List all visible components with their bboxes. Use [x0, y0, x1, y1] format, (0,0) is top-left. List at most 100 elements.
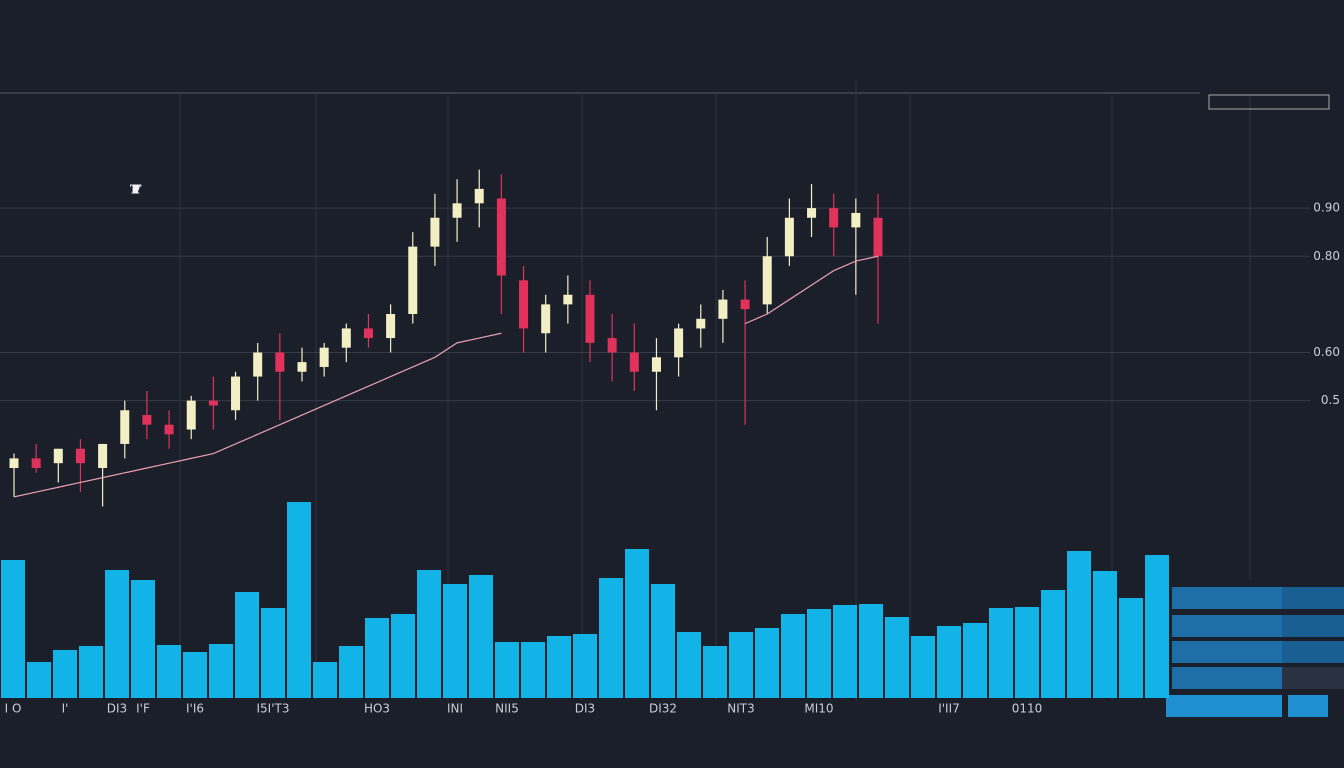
- candle-body: [629, 352, 639, 372]
- x-tick-label: NII5: [495, 702, 519, 716]
- candle-body: [53, 448, 63, 464]
- candle-body: [31, 458, 41, 468]
- volume-bar: [105, 570, 129, 698]
- candle-body: [164, 424, 174, 435]
- x-tick-label: DI32: [649, 702, 677, 716]
- candle-body: [208, 400, 218, 406]
- x-tick-label: I': [62, 702, 69, 716]
- candle-body: [651, 357, 661, 372]
- candle-body: [430, 217, 440, 247]
- candle-body: [474, 188, 484, 204]
- candle-body: [563, 294, 573, 305]
- candle-body: [9, 458, 19, 468]
- candle-body: [496, 198, 506, 276]
- volume-bar: [1015, 607, 1039, 698]
- volume-bar: [703, 646, 727, 698]
- volume-bar: [859, 604, 883, 698]
- x-tick-label: MI10: [804, 702, 833, 716]
- volume-bar: [885, 617, 909, 698]
- volume-bar: [1119, 598, 1143, 698]
- volume-bar: [1, 560, 25, 698]
- x-tick-label: INI: [447, 702, 463, 716]
- candle-body: [408, 246, 418, 314]
- candle-body: [784, 217, 794, 257]
- x-tick-label: I'I6: [186, 702, 204, 716]
- volume-bar: [209, 644, 233, 698]
- vertical-grid: [179, 80, 1251, 700]
- x-tick-label: I5I'T3: [257, 702, 290, 716]
- volume-bar: [677, 632, 701, 698]
- volume-bar: [1145, 555, 1169, 698]
- candle-body: [718, 299, 728, 319]
- x-tick-label: I'F: [136, 702, 150, 716]
- y-tick-label: 0.80: [1313, 249, 1340, 263]
- volume-bar: [157, 645, 181, 698]
- y-tick-label: 0.90: [1313, 201, 1340, 215]
- candle-body: [186, 400, 196, 430]
- candle-body: [297, 362, 307, 372]
- candle-body: [696, 318, 706, 329]
- volume-bar: [443, 584, 467, 698]
- volume-bar: [53, 650, 77, 698]
- volume-bar: [339, 646, 363, 698]
- moving-average: [13, 255, 879, 498]
- volume-bar: [755, 628, 779, 698]
- side-panel: [1166, 587, 1344, 717]
- candle-body: [231, 376, 241, 411]
- candle-body: [519, 280, 529, 329]
- candle-body: [851, 212, 861, 228]
- candle-body: [452, 203, 462, 218]
- volume-bar: [183, 652, 207, 698]
- volume-bar: [937, 626, 961, 698]
- volume-bar: [1067, 551, 1091, 698]
- volume-bar: [911, 636, 935, 698]
- volume-bar: [807, 609, 831, 698]
- x-tick-label: DI3: [575, 702, 595, 716]
- volume-bar: [729, 632, 753, 698]
- volume-bar: [781, 614, 805, 698]
- volume-bar: [651, 584, 675, 698]
- x-tick-label: NIT3: [727, 702, 754, 716]
- candle-body: [253, 352, 263, 377]
- volume-bar: [79, 646, 103, 698]
- volume-bar: [313, 662, 337, 698]
- candle-body: [120, 410, 130, 444]
- volume-bar: [963, 623, 987, 698]
- volume-bar: [287, 502, 311, 698]
- candle-body: [386, 314, 396, 339]
- volume-bar: [989, 608, 1013, 698]
- volume-bar: [469, 575, 493, 698]
- volume-bar: [495, 642, 519, 698]
- y-tick-label: 0.5: [1321, 393, 1340, 407]
- candle-body: [98, 443, 108, 468]
- candle-body: [541, 304, 551, 334]
- candle-body: [607, 338, 617, 353]
- volume-bar: [521, 642, 545, 698]
- candle-body: [341, 328, 351, 348]
- volume-bar: [417, 570, 441, 698]
- y-tick-label: 0.60: [1313, 345, 1340, 359]
- candle-body: [142, 415, 152, 425]
- volume-bar: [365, 618, 389, 698]
- candle-body: [275, 352, 285, 372]
- volume-bar: [599, 578, 623, 698]
- candle-body: [674, 328, 684, 358]
- candle-body: [319, 347, 329, 367]
- x-tick-label: I O: [5, 702, 22, 716]
- x-tick-label: 0110: [1012, 702, 1043, 716]
- volume-bar: [573, 634, 597, 698]
- candle-body: [873, 217, 883, 257]
- volume-bar: [27, 662, 51, 698]
- volume-bar: [625, 549, 649, 698]
- candle-body: [75, 448, 85, 464]
- volume-bar: [1041, 590, 1065, 698]
- volume-bar: [833, 605, 857, 698]
- toolbar[interactable]: [1208, 94, 1330, 110]
- candle-body: [829, 208, 839, 228]
- candle-body: [363, 328, 373, 339]
- volume-bar: [261, 608, 285, 698]
- volume-bar: [131, 580, 155, 698]
- candle-body: [740, 299, 750, 310]
- volume-bar: [391, 614, 415, 698]
